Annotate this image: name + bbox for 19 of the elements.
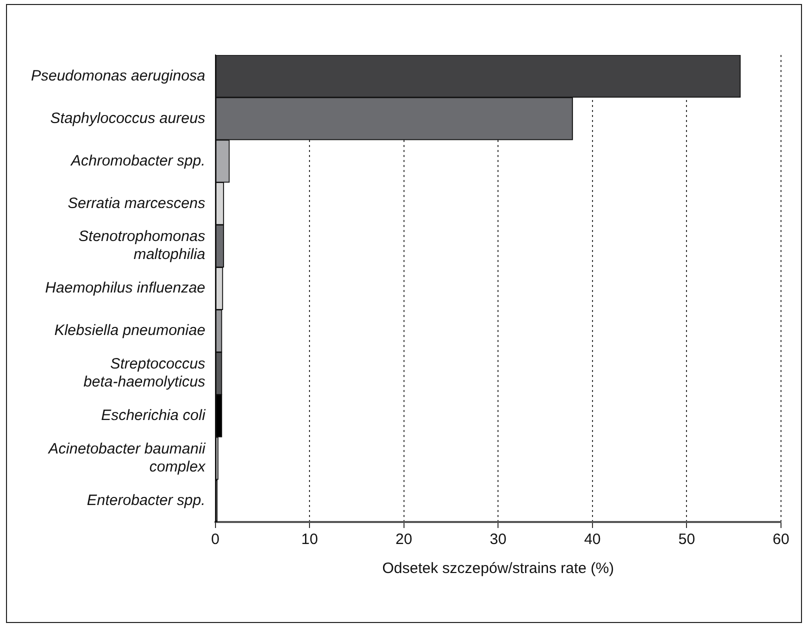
x-tick-label: 40 bbox=[584, 531, 601, 548]
x-tick-label: 0 bbox=[211, 531, 220, 548]
x-axis-title: Odsetek szczepów/strains rate (%) bbox=[382, 560, 614, 578]
y-tick-label: Enterobacter spp. bbox=[86, 492, 206, 509]
y-tick-label: Stenotrophomonas maltophilia bbox=[78, 228, 206, 264]
x-tick-label: 10 bbox=[301, 531, 318, 548]
y-tick-label: Serratia marcescens bbox=[68, 194, 206, 212]
y-tick-label: Achromobacter spp. bbox=[70, 152, 206, 170]
y-tick-label: Acinetobacter baumanii complex bbox=[48, 440, 206, 476]
x-tick-label: 50 bbox=[678, 531, 696, 548]
x-tick-label: 60 bbox=[772, 531, 790, 548]
y-tick-label: Staphylococcus aureus bbox=[50, 110, 206, 127]
y-tick-label: Streptococcus beta-haemolyticus bbox=[84, 356, 206, 391]
x-tick-label: 20 bbox=[396, 531, 412, 548]
x-tick-label: 30 bbox=[490, 531, 506, 548]
y-tick-label: Pseudomonas aeruginosa bbox=[30, 67, 206, 84]
y-tick-label: Escherichia coli bbox=[101, 407, 206, 424]
y-tick-label: Haemophilus influenzae bbox=[45, 280, 206, 297]
y-tick-label: Klebsiella pneumoniae bbox=[54, 322, 206, 340]
